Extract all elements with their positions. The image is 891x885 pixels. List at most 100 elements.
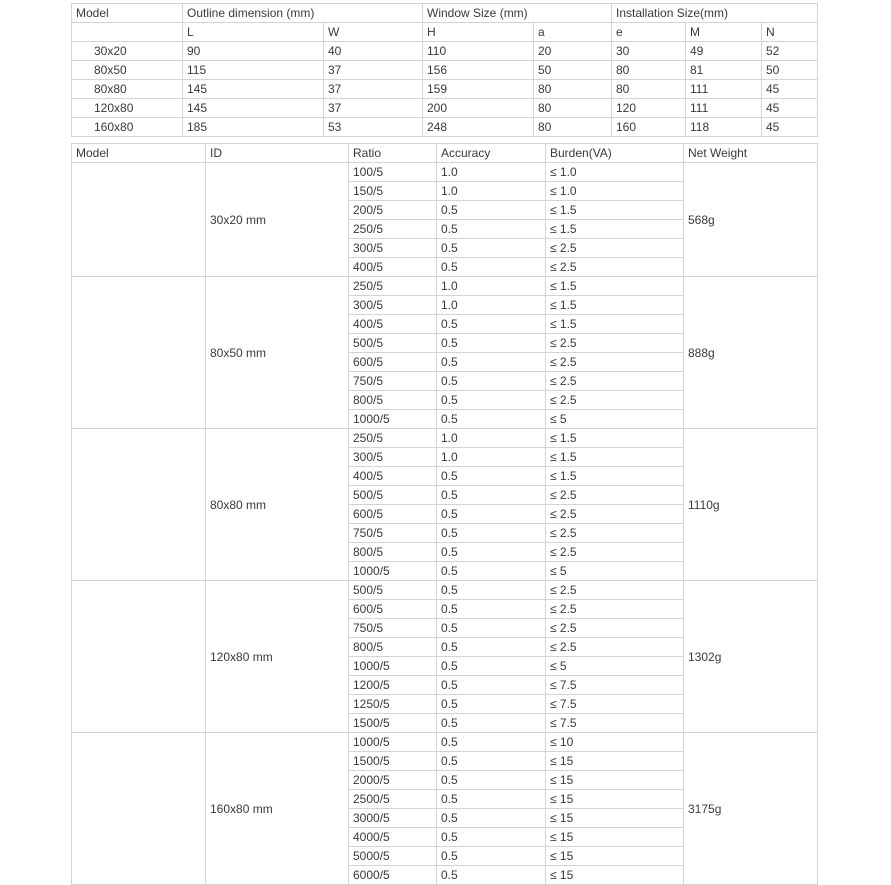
header-cell: Ratio (348, 143, 437, 163)
value-cell: 37 (323, 60, 423, 80)
accuracy-cell: 0.5 (436, 789, 546, 809)
ratio-cell: 1000/5 (348, 561, 437, 581)
header-cell: Net Weight (683, 143, 818, 163)
model-cell: 160x80 (71, 117, 183, 137)
header-row: Model Outline dimension (mm) Window Size (… (71, 3, 819, 23)
value-cell: 45 (760, 117, 819, 137)
model-cell: 80x50 (71, 60, 183, 80)
id-cell: 120x80 mm (205, 580, 349, 733)
burden-cell: ≤ 1.5 (545, 428, 684, 448)
burden-cell: ≤ 1.5 (545, 314, 684, 334)
burden-cell: ≤ 2.5 (545, 599, 684, 619)
subheader-cell: W (323, 22, 423, 42)
table-row: 80x50 mm 250/5 1.0 ≤ 1.5 888g (71, 276, 818, 429)
burden-cell: ≤ 2.5 (545, 333, 684, 353)
burden-cell: ≤ 15 (545, 751, 684, 771)
model-cell (71, 162, 206, 277)
accuracy-cell: 0.5 (436, 637, 546, 657)
accuracy-cell: 1.0 (436, 295, 546, 315)
spec-table: Model ID Ratio Accuracy Burden(VA) Net Weight… (71, 143, 818, 885)
value-cell: 80 (611, 79, 686, 99)
ratio-cell: 250/5 (348, 276, 437, 296)
ratio-cell: 1000/5 (348, 732, 437, 752)
accuracy-cell: 0.5 (436, 580, 546, 600)
ratio-cell: 300/5 (348, 238, 437, 258)
table-row: 200/5 0.5 ≤ 1.5 (72, 200, 818, 220)
header-cell: ID (205, 143, 349, 163)
accuracy-cell: 0.5 (436, 542, 546, 562)
value-cell: 50 (760, 60, 819, 80)
ratio-cell: 1000/5 (348, 409, 437, 429)
ratio-cell: 500/5 (348, 333, 437, 353)
accuracy-cell: 0.5 (436, 485, 546, 505)
burden-cell: ≤ 7.5 (545, 694, 684, 714)
value-cell: 118 (685, 117, 762, 137)
ratio-cell: 600/5 (348, 504, 437, 524)
table-row: 300/5 0.5 ≤ 2.5 (72, 238, 818, 258)
table-row: 300/5 1.0 ≤ 1.5 (72, 295, 818, 315)
value-cell: 80 (533, 79, 612, 99)
table-row: 500/5 0.5 ≤ 2.5 (72, 485, 818, 505)
table-row: 3000/5 0.5 ≤ 15 (72, 808, 818, 828)
accuracy-cell: 0.5 (436, 846, 546, 866)
ratio-cell: 2500/5 (348, 789, 437, 809)
accuracy-cell: 0.5 (436, 200, 546, 220)
value-cell: 115 (182, 60, 324, 80)
ratio-cell: 1500/5 (348, 713, 437, 733)
ratio-cell: 5000/5 (348, 846, 437, 866)
accuracy-cell: 0.5 (436, 561, 546, 581)
accuracy-cell: 1.0 (436, 276, 546, 296)
burden-cell: ≤ 1.0 (545, 162, 684, 182)
model-cell (71, 580, 206, 733)
table-row: 400/5 0.5 ≤ 1.5 (72, 314, 818, 334)
model-cell: 80x80 (71, 79, 183, 99)
burden-cell: ≤ 2.5 (545, 257, 684, 277)
accuracy-cell: 1.0 (436, 162, 546, 182)
burden-cell: ≤ 15 (545, 789, 684, 809)
accuracy-cell: 0.5 (436, 694, 546, 714)
burden-cell: ≤ 2.5 (545, 390, 684, 410)
accuracy-cell: 0.5 (436, 409, 546, 429)
value-cell: 80 (611, 60, 686, 80)
value-cell: 185 (182, 117, 324, 137)
burden-cell: ≤ 2.5 (545, 523, 684, 543)
accuracy-cell: 0.5 (436, 865, 546, 885)
subheader-cell: N (760, 22, 819, 42)
accuracy-cell: 0.5 (436, 751, 546, 771)
net-weight-cell: 3175g (683, 732, 818, 885)
table-row: 400/5 0.5 ≤ 2.5 (72, 257, 818, 277)
value-cell: 145 (182, 79, 324, 99)
ratio-cell: 150/5 (348, 181, 437, 201)
ratio-cell: 800/5 (348, 637, 437, 657)
ratio-cell: 250/5 (348, 428, 437, 448)
value-cell: 37 (323, 98, 423, 118)
table-row: 800/5 0.5 ≤ 2.5 (72, 542, 818, 562)
table-row: 1200/5 0.5 ≤ 7.5 (72, 675, 818, 695)
subheader-cell: L (182, 22, 324, 42)
table-row: 600/5 0.5 ≤ 2.5 (72, 504, 818, 524)
ratio-cell: 750/5 (348, 371, 437, 391)
burden-cell: ≤ 2.5 (545, 618, 684, 638)
burden-cell: ≤ 2.5 (545, 485, 684, 505)
ratio-cell: 4000/5 (348, 827, 437, 847)
value-cell: 45 (760, 98, 819, 118)
subheader-cell: H (422, 22, 534, 42)
header-installation: Installation Size(mm) (610, 3, 819, 23)
burden-cell: ≤ 1.5 (545, 466, 684, 486)
accuracy-cell: 0.5 (436, 371, 546, 391)
table-row: 120x80 145 37 200 80 120 111 45 (71, 98, 819, 118)
table-row: 80x50 115 37 156 50 80 81 50 (71, 60, 819, 80)
value-cell: 159 (422, 79, 534, 99)
net-weight-cell: 1302g (683, 580, 818, 733)
ratio-cell: 600/5 (348, 599, 437, 619)
value-cell: 110 (422, 41, 534, 61)
burden-cell: ≤ 2.5 (545, 580, 684, 600)
accuracy-cell: 1.0 (436, 181, 546, 201)
ratio-cell: 2000/5 (348, 770, 437, 790)
table-row: 80x80 mm 250/5 1.0 ≤ 1.5 1110g (71, 428, 818, 581)
value-cell: 80 (533, 117, 612, 137)
burden-cell: ≤ 1.5 (545, 200, 684, 220)
burden-cell: ≤ 2.5 (545, 371, 684, 391)
table-row: 30x20 mm 100/5 1.0 ≤ 1.0 568g (71, 162, 818, 277)
